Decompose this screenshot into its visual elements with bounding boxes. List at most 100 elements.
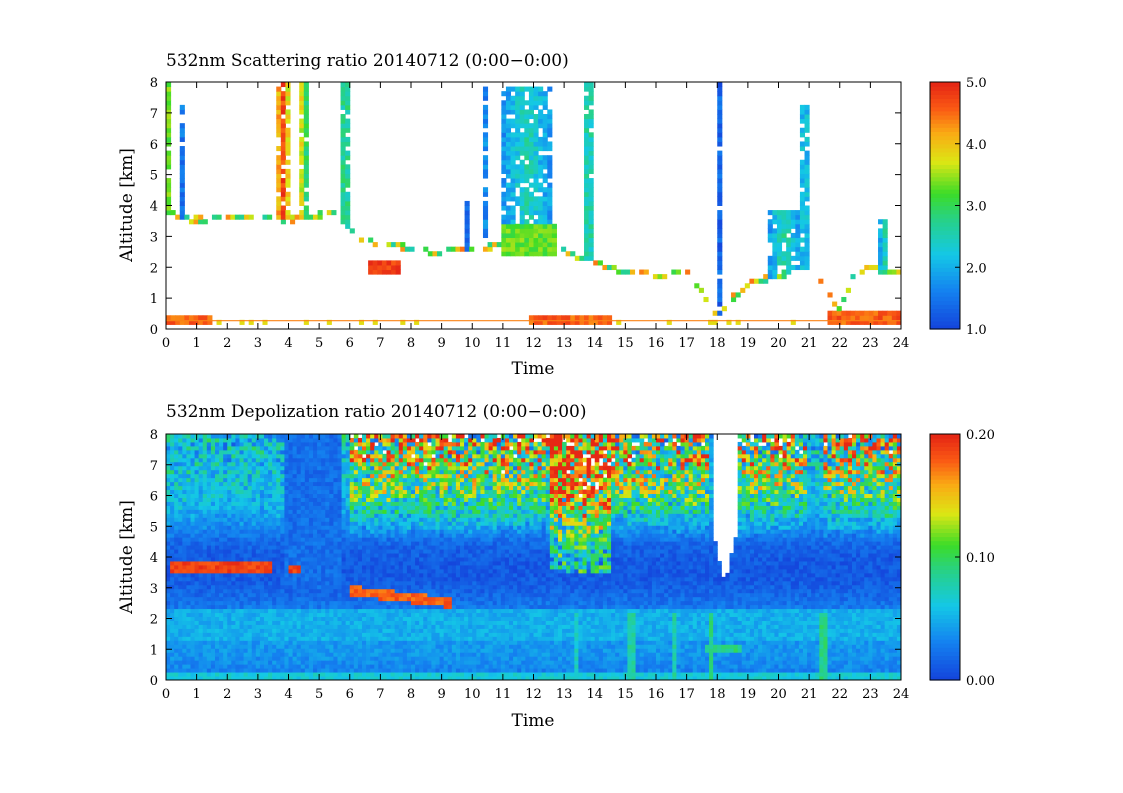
heatmap-cell	[390, 656, 396, 661]
heatmap-cell	[790, 264, 796, 271]
heatmap-cell	[215, 580, 220, 586]
heatmap-cell	[482, 109, 489, 115]
heatmap-cell	[215, 664, 220, 669]
heatmap-cell	[251, 576, 257, 582]
heatmap-cell	[231, 668, 236, 673]
heatmap-cell	[374, 664, 379, 669]
heatmap-cell	[394, 453, 400, 459]
heatmap-cell	[329, 545, 334, 550]
heatmap-cell	[394, 624, 400, 629]
heatmap-cell	[186, 664, 191, 669]
heatmap-cell	[186, 600, 191, 606]
heatmap-cell	[329, 676, 334, 681]
heatmap-cell	[366, 469, 371, 475]
heatmap-cell	[836, 306, 842, 312]
heatmap-cell	[345, 525, 351, 530]
heatmap-cell	[790, 210, 796, 216]
heatmap-cell	[510, 173, 516, 179]
heatmap-cell	[519, 200, 525, 206]
heatmap-cell	[227, 600, 232, 606]
heatmap-cell	[170, 513, 175, 518]
colorbar-swatch	[930, 184, 960, 190]
heatmap-cell	[464, 200, 470, 206]
scattering-panel: 532nm Scattering ratio 20140712 (0:00−0:…	[117, 51, 987, 379]
heatmap-cell	[268, 529, 273, 534]
heatmap-cell	[717, 210, 723, 216]
heatmap-cell	[308, 513, 314, 518]
heatmap-cell	[340, 91, 346, 97]
heatmap-cell	[288, 564, 294, 570]
heatmap-cell	[386, 242, 392, 248]
heatmap-cell	[460, 246, 466, 252]
heatmap-cell	[178, 572, 183, 578]
heatmap-cell	[390, 652, 396, 657]
heatmap-cell	[264, 568, 269, 574]
heatmap-cell	[325, 676, 330, 681]
heatmap-cell	[832, 301, 838, 307]
heatmap-cell	[194, 497, 200, 502]
heatmap-cell	[179, 150, 185, 156]
heatmap-cell	[374, 513, 379, 518]
heatmap-cell	[551, 319, 557, 325]
heatmap-cell	[166, 501, 171, 506]
heatmap-cell	[374, 640, 379, 645]
heatmap-cell	[386, 493, 392, 498]
heatmap-cell	[398, 517, 404, 522]
heatmap-cell	[182, 437, 187, 443]
heatmap-cell	[210, 525, 216, 530]
heatmap-cell	[390, 457, 396, 463]
heatmap-cell	[215, 489, 220, 495]
heatmap-cell	[280, 109, 286, 115]
heatmap-cell	[190, 648, 196, 653]
heatmap-cell	[296, 632, 302, 637]
heatmap-cell	[276, 648, 281, 653]
heatmap-cell	[538, 91, 544, 97]
heatmap-cell	[259, 592, 265, 598]
heatmap-cell	[321, 676, 326, 681]
heatmap-cell	[510, 210, 516, 216]
heatmap-cell	[398, 612, 404, 618]
heatmap-cell	[247, 529, 253, 534]
heatmap-cell	[276, 200, 282, 206]
heatmap-cell	[345, 95, 351, 101]
heatmap-cell	[882, 269, 888, 275]
heatmap-cell	[239, 465, 245, 471]
heatmap-cell	[223, 660, 228, 665]
heatmap-cell	[239, 628, 245, 633]
heatmap-cell	[239, 549, 245, 554]
colorbar-swatch	[930, 230, 960, 235]
heatmap-cell	[313, 580, 318, 586]
heatmap-cell	[370, 560, 375, 566]
heatmap-cell	[639, 269, 645, 275]
heatmap-cell	[170, 434, 175, 439]
heatmap-cell	[300, 521, 306, 526]
heatmap-cell	[227, 584, 232, 590]
heatmap-cell	[349, 489, 355, 495]
heatmap-cell	[259, 453, 265, 459]
heatmap-cell	[313, 537, 318, 542]
heatmap-cell	[402, 632, 408, 637]
heatmap-cell	[579, 315, 585, 321]
heatmap-cell	[804, 228, 810, 234]
heatmap-cell	[280, 509, 285, 514]
heatmap-cell	[370, 485, 375, 491]
heatmap-cell	[235, 640, 240, 645]
heatmap-cell	[357, 664, 363, 669]
heatmap-cell	[341, 564, 347, 570]
heatmap-cell	[366, 465, 371, 471]
heatmap-cell	[272, 477, 277, 483]
heatmap-cell	[317, 557, 322, 562]
heatmap-cell	[717, 168, 723, 174]
heatmap-cell	[251, 592, 257, 598]
heatmap-cell	[337, 592, 343, 598]
heatmap-cell	[321, 660, 326, 665]
heatmap-cell	[505, 223, 512, 229]
heatmap-cell	[321, 640, 326, 645]
heatmap-cell	[247, 449, 253, 455]
heatmap-cell	[243, 453, 249, 459]
heatmap-cell	[285, 95, 291, 101]
heatmap-cell	[231, 497, 236, 502]
heatmap-cell	[382, 624, 387, 629]
heatmap-cell	[325, 481, 330, 487]
heatmap-cell	[198, 676, 204, 681]
